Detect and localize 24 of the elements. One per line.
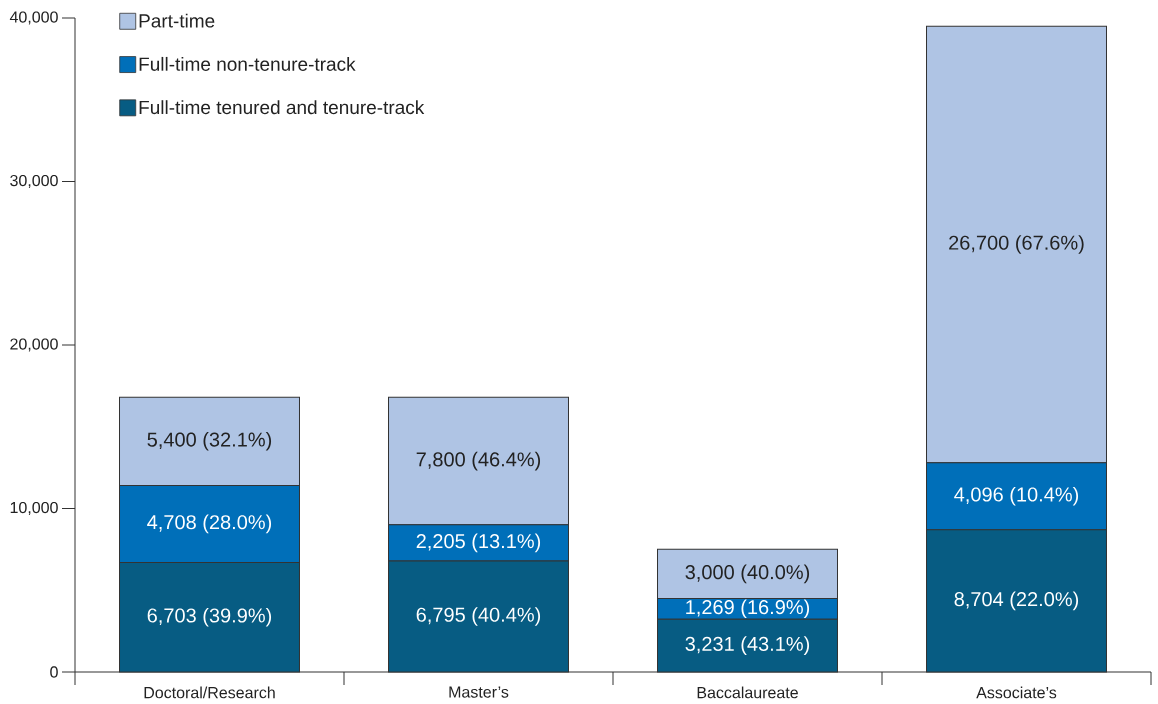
x-tick-label: Master’s (449, 686, 509, 698)
legend-label: Full-time tenured and tenure-track (139, 100, 425, 115)
legend-label: Part-time (139, 13, 215, 28)
data-label: 1,269 (16.9%) (686, 599, 810, 619)
data-label: 26,700 (67.6%) (949, 235, 1084, 254)
data-label: 5,400 (32.1%) (147, 431, 272, 451)
data-label: 2,205 (13.1%) (416, 533, 541, 553)
data-label: 3,000 (40.0%) (685, 564, 810, 584)
data-label: 4,708 (28.0%) (147, 514, 272, 534)
y-tick-label: 10,000 (10, 501, 58, 516)
y-tick-label: 20,000 (10, 338, 58, 352)
x-tick-label: Baccalaureate (697, 686, 798, 699)
x-tick-label: Doctoral/Research (144, 686, 275, 699)
y-tick-label: 0 (50, 666, 58, 678)
data-label: 8,704 (22.0%) (954, 591, 1079, 611)
data-label: 6,703 (39.9%) (147, 607, 272, 627)
y-tick-label: 30,000 (10, 174, 58, 189)
y-tick-label: 40,000 (9, 11, 58, 25)
legend-label: Full-time non-tenure-track (139, 56, 356, 71)
data-label: 7,800 (46.4%) (416, 451, 541, 471)
data-label: 4,096 (10.4%) (954, 486, 1079, 506)
data-label: 6,795 (40.4%) (416, 607, 541, 626)
x-tick-label: Associate’s (976, 686, 1057, 699)
data-label: 3,231 (43.1%) (685, 636, 810, 655)
